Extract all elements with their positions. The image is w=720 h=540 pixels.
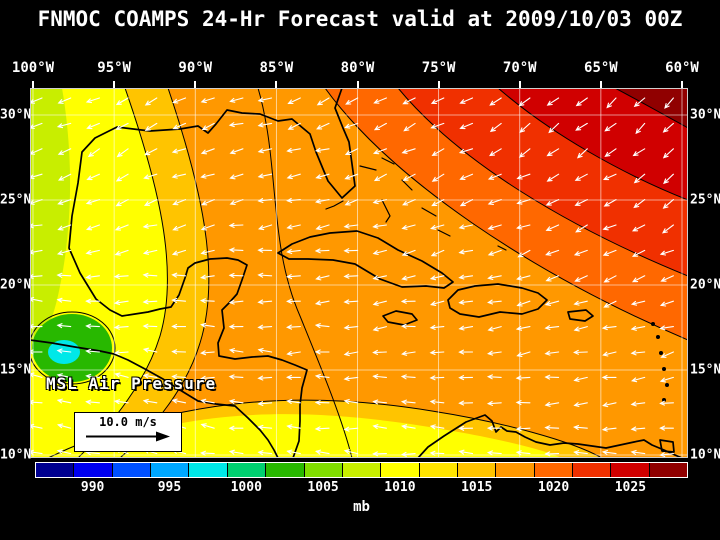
colorbar-tick-label: 1005 bbox=[307, 480, 339, 495]
lat-label: 30°N bbox=[690, 107, 720, 123]
lon-label: 95°W bbox=[97, 60, 131, 76]
latitude-axis-right: 30°N 25°N 20°N 15°N 10°N bbox=[690, 88, 720, 463]
lat-label: 20°N bbox=[0, 277, 32, 293]
wind-vector-arrows bbox=[30, 97, 674, 458]
wind-scale-legend: 10.0 m/s bbox=[74, 412, 182, 452]
colorbar-segment bbox=[457, 463, 497, 477]
lon-label: 100°W bbox=[11, 60, 55, 76]
colorbar-segment bbox=[342, 463, 382, 477]
lat-label: 15°N bbox=[0, 362, 32, 378]
lon-label: 90°W bbox=[178, 60, 213, 76]
lon-label: 65°W bbox=[584, 60, 618, 76]
colorbar-segment bbox=[36, 463, 75, 477]
page-title: FNMOC COAMPS 24-Hr Forecast valid at 200… bbox=[37, 7, 683, 31]
colorbar-segment bbox=[381, 463, 420, 477]
coastlines bbox=[30, 88, 683, 458]
colorbar-segment bbox=[74, 463, 113, 477]
colorbar-tick-label: 1000 bbox=[230, 480, 262, 495]
colorbar-tick-label: 995 bbox=[157, 480, 182, 495]
colorbar-tick-labels: 990 995 1000 1005 1010 1015 1020 1025 bbox=[35, 480, 688, 497]
lat-label: 10°N bbox=[690, 447, 720, 463]
colorbar-tick-label: 1025 bbox=[614, 480, 647, 495]
colorbar-segment bbox=[189, 463, 228, 477]
colorbar-segment bbox=[227, 463, 267, 477]
lat-label: 20°N bbox=[690, 277, 720, 293]
lon-tick bbox=[681, 81, 683, 88]
lat-label: 30°N bbox=[0, 107, 32, 123]
lon-tick bbox=[437, 81, 440, 88]
colorbar-unit-label: mb bbox=[353, 499, 370, 515]
lon-tick bbox=[275, 81, 278, 88]
colorbar-tick-label: 1010 bbox=[384, 480, 416, 495]
lon-tick bbox=[599, 81, 602, 88]
latitude-axis-left: 30°N 25°N 20°N 15°N 10°N bbox=[0, 88, 32, 463]
lat-label: 10°N bbox=[0, 447, 32, 463]
colorbar-segment bbox=[573, 463, 612, 477]
colorbar-segment bbox=[649, 463, 688, 477]
colorbar-segment bbox=[266, 463, 305, 477]
pressure-fill-bands bbox=[30, 88, 688, 458]
colorbar-segment bbox=[611, 463, 650, 477]
lon-label: 75°W bbox=[421, 60, 456, 76]
lon-tick bbox=[518, 81, 521, 88]
longitude-axis: 100°W 95°W 90°W 85°W 80°W 75°W 70°W 65°W 60°W bbox=[12, 60, 699, 78]
lon-label: 70°W bbox=[502, 60, 537, 76]
lat-label: 15°N bbox=[690, 362, 720, 378]
lon-tick bbox=[113, 81, 116, 88]
colorbar-segment bbox=[534, 463, 574, 477]
pressure-colorbar bbox=[35, 462, 688, 478]
colorbar-segment bbox=[419, 463, 458, 477]
colorbar-tick-label: 1015 bbox=[461, 480, 493, 495]
lon-tick bbox=[356, 81, 359, 88]
lon-tick bbox=[194, 81, 197, 88]
lon-tick bbox=[32, 81, 34, 88]
field-label: MSL Air Pressure bbox=[46, 374, 217, 393]
wind-scale-label: 10.0 m/s bbox=[99, 415, 157, 429]
pressure-map: MSL Air Pressure 10.0 m/s bbox=[30, 88, 688, 458]
lon-label: 80°W bbox=[340, 60, 375, 76]
colorbar-segment bbox=[496, 463, 535, 477]
lat-label: 25°N bbox=[0, 192, 32, 208]
colorbar-tick-label: 990 bbox=[80, 480, 105, 495]
lon-label: 85°W bbox=[259, 60, 294, 76]
colorbar-segment bbox=[112, 463, 152, 477]
lat-label: 25°N bbox=[690, 192, 720, 208]
colorbar-segment bbox=[151, 463, 190, 477]
pressure-map-svg bbox=[30, 88, 688, 458]
wind-scale-arrow-icon bbox=[86, 431, 170, 442]
lesser-antilles-islands bbox=[651, 322, 669, 402]
colorbar-segment bbox=[304, 463, 343, 477]
colorbar-tick-label: 1020 bbox=[537, 480, 570, 495]
longitude-ticks bbox=[30, 81, 688, 88]
lon-label: 60°W bbox=[665, 60, 699, 76]
